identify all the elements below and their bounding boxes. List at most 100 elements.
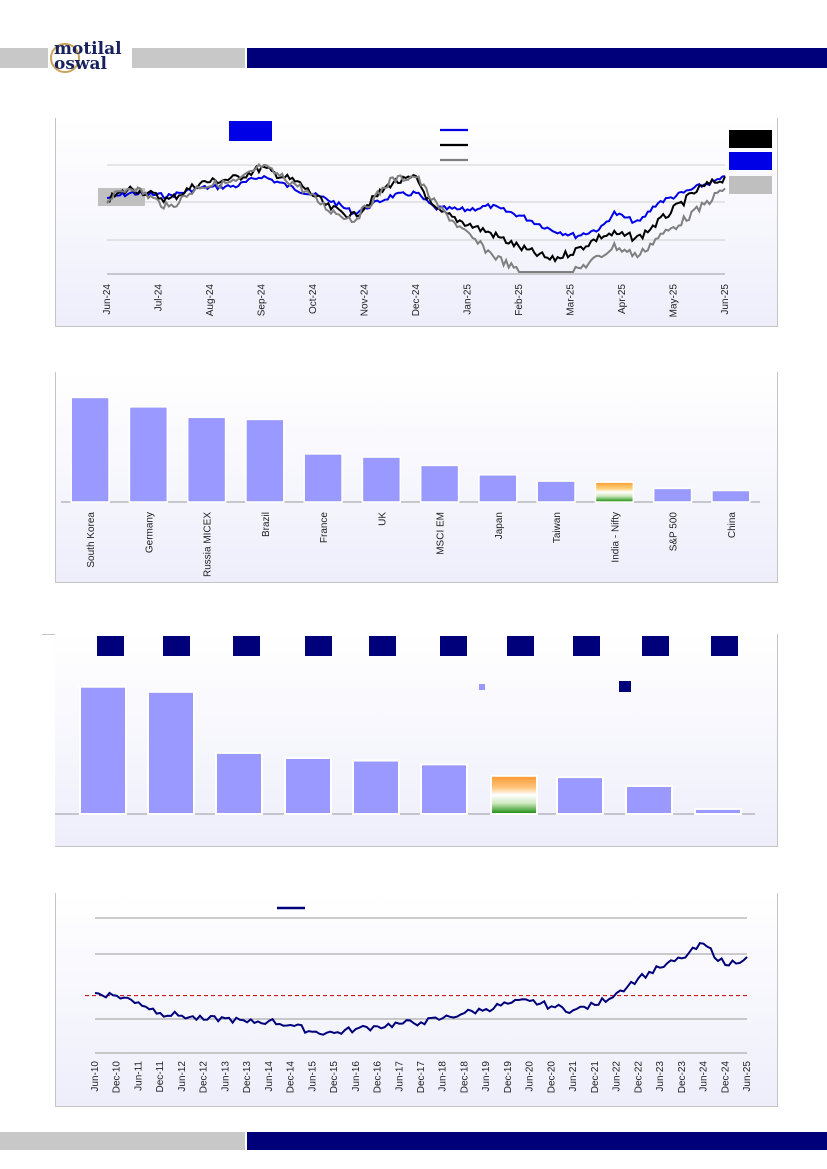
- chart3-bar: [694, 807, 742, 815]
- chart3-top-label-box: [440, 636, 467, 656]
- chart3-top-label-box: [711, 636, 738, 656]
- chart4-x-tick-label: Dec-22: [633, 1061, 644, 1094]
- chart2-x-tick-label: Russia MICEX: [203, 512, 214, 577]
- chart4-x-tick-label: Jun-23: [655, 1061, 666, 1092]
- chart2-x-tick-label: S&P 500: [669, 512, 680, 552]
- chart4-x-tick-label: Jun-22: [612, 1061, 623, 1092]
- chart4-x-tick-label: Jun-21: [568, 1061, 579, 1092]
- chart3-bar: [284, 757, 332, 815]
- chart4-x-tick-label: Dec-17: [416, 1061, 427, 1094]
- chart2-x-tick-label: MSCI EM: [436, 512, 447, 555]
- chart2-x-tick-label: Germany: [144, 512, 155, 553]
- chart3-bar: [147, 690, 195, 815]
- chart3-bar: [420, 763, 468, 815]
- chart4-x-tick-label: Dec-24: [720, 1061, 731, 1094]
- chart1-x-tick-label: Jun-25: [720, 284, 731, 315]
- chart2-bar: [419, 464, 460, 503]
- chart2-bar: [536, 480, 576, 503]
- chart4-x-tick-label: Jun-20: [525, 1061, 536, 1092]
- chart2-x-tick-label: South Korea: [86, 512, 97, 568]
- chart1-x-tick-label: May-25: [669, 284, 680, 318]
- chart2-bar: [478, 474, 518, 503]
- chart4-panel: [55, 893, 778, 1107]
- logo-ring-icon: [50, 43, 80, 73]
- chart4-x-tick-label: Dec-23: [677, 1061, 688, 1094]
- chart4-x-tick-label: Jun-15: [307, 1061, 318, 1092]
- chart2-bar: [711, 489, 751, 503]
- chart2-x-tick-label: China: [727, 512, 738, 539]
- chart1-x-tick-label: Aug-24: [205, 284, 216, 317]
- chart1-border: [55, 118, 56, 326]
- chart2-bar: [245, 418, 285, 503]
- chart4-x-tick-label: Dec-10: [112, 1061, 123, 1094]
- chart4-x-tick-label: Dec-20: [546, 1061, 557, 1094]
- chart2-border: [55, 372, 56, 582]
- chart1-x-tick-label: Apr-25: [617, 284, 628, 314]
- chart1-x-tick-label: Jan-25: [463, 284, 474, 315]
- chart4-x-tick-label: Jun-25: [742, 1061, 753, 1092]
- chart3-border: [42, 634, 55, 847]
- chart2-x-tick-label: France: [319, 512, 330, 544]
- chart4-x-tick-label: Dec-15: [329, 1061, 340, 1094]
- chart2-bar: [303, 453, 343, 503]
- chart3-legend-swatch: [479, 684, 485, 690]
- chart1-x-tick-label: Oct-24: [308, 284, 319, 314]
- chart4-x-tick-label: Dec-11: [155, 1061, 166, 1093]
- chart4-x-tick-label: Jun-10: [90, 1061, 101, 1092]
- footer-navy-bar: [247, 1132, 827, 1150]
- chart1-end-label-box: [729, 176, 772, 194]
- chart3-top-label-box: [642, 636, 669, 656]
- chart3-bar: [352, 759, 400, 815]
- chart3-top-label-box: [163, 636, 190, 656]
- chart4-x-tick-label: Dec-21: [590, 1061, 601, 1094]
- chart4-x-tick-label: Dec-12: [199, 1061, 210, 1094]
- chart1-x-tick-label: Jul-24: [154, 284, 165, 312]
- chart3-top-label-box: [369, 636, 396, 656]
- chart1-end-label-box: [729, 130, 772, 148]
- chart1-series-line: [106, 164, 726, 264]
- chart3-legend-swatch: [619, 681, 631, 692]
- chart3-top-label-box: [305, 636, 332, 656]
- chart3-bar: [625, 785, 673, 815]
- chart3-bar: [490, 774, 538, 815]
- chart2-panel: [55, 372, 778, 583]
- chart4-x-tick-label: Dec-13: [242, 1061, 253, 1094]
- chart1-x-tick-label: Mar-25: [566, 284, 577, 316]
- chart2-bar: [70, 396, 110, 503]
- header-navy-bar: [247, 48, 827, 68]
- chart3-top-label-box: [507, 636, 534, 656]
- chart2-bar: [361, 456, 402, 503]
- footer-grey-bar: [0, 1132, 245, 1150]
- chart1-svg: Jun-24 Jul-24 Aug-24 Sep-24 Oct-24 Nov-24 Dec-…: [98, 121, 772, 318]
- chart3-bar: [556, 776, 604, 816]
- chart3-svg: [55, 636, 755, 816]
- chart1-label-box: [229, 121, 272, 141]
- chart2-bar: [128, 406, 169, 503]
- chart1-x-tick-label: Dec-24: [411, 284, 422, 317]
- chart4-x-tick-label: Jun-16: [351, 1061, 362, 1092]
- chart2-bar: [652, 487, 693, 503]
- chart3-top-label-box: [233, 636, 260, 656]
- chart4-x-tick-label: Jun-17: [394, 1061, 405, 1092]
- chart3-bar: [215, 751, 263, 815]
- chart4-x-tick-label: Jun-24: [699, 1061, 710, 1092]
- chart4-x-tick-label: Jun-14: [264, 1061, 275, 1092]
- logo-text: motilal oswal: [54, 39, 122, 74]
- chart1-x-tick-label: Feb-25: [514, 284, 525, 316]
- chart4-x-tick-label: Jun-11: [133, 1061, 144, 1091]
- chart2-bar: [186, 416, 227, 503]
- chart4-x-tick-label: Dec-19: [503, 1061, 514, 1094]
- chart2-x-tick-label: India - Nifty: [610, 512, 621, 563]
- chart4-border: [55, 893, 56, 1106]
- chart1-x-tick-label: Nov-24: [360, 284, 371, 317]
- chart2-x-tick-label: Brazil: [261, 512, 272, 537]
- chart4-x-tick-label: Dec-18: [459, 1061, 470, 1094]
- chart4-x-tick-label: Jun-13: [220, 1061, 231, 1092]
- chart2-x-tick-label: Taiwan: [552, 512, 563, 543]
- chart4-x-tick-label: Jun-12: [177, 1061, 188, 1092]
- chart4-x-tick-label: Dec-14: [286, 1061, 297, 1094]
- chart1-series-line: [106, 162, 726, 273]
- chart3-top-label-box: [573, 636, 600, 656]
- chart2-x-tick-label: Japan: [494, 512, 505, 539]
- chart3-bar: [79, 685, 127, 815]
